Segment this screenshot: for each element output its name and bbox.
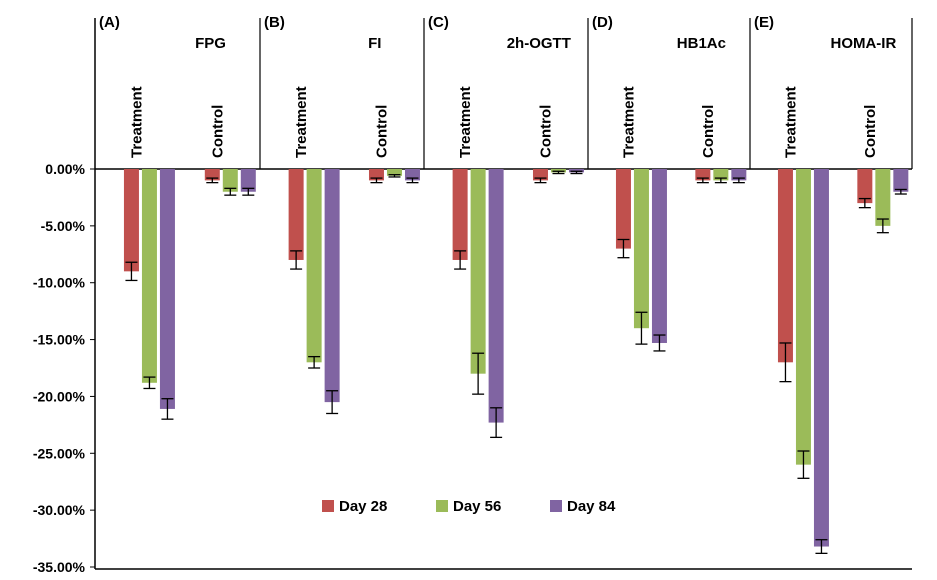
- bar: [813, 169, 829, 547]
- panel-title: HB1Ac: [677, 35, 726, 52]
- bar: [795, 169, 811, 465]
- bar: [651, 169, 667, 343]
- bar: [875, 169, 891, 226]
- legend-swatch: [322, 500, 334, 512]
- panel-letter: (D): [592, 14, 613, 31]
- bar: [222, 169, 238, 192]
- y-tick-label: -10.00%: [33, 275, 86, 291]
- y-tick-label: -15.00%: [33, 332, 86, 348]
- y-tick-label: -25.00%: [33, 445, 86, 461]
- legend-swatch: [436, 500, 448, 512]
- bars-layer: [123, 169, 909, 555]
- bar: [123, 169, 139, 272]
- legend: Day 28 Day 56 Day 84: [322, 498, 616, 515]
- y-tick-label: -5.00%: [41, 218, 86, 234]
- group-label: Control: [700, 105, 717, 158]
- y-tick-label: -20.00%: [33, 388, 86, 404]
- bar: [532, 169, 548, 181]
- group-label: Control: [862, 105, 879, 158]
- bar: [452, 169, 468, 260]
- panel-letter: (A): [99, 14, 120, 31]
- bar: [288, 169, 304, 260]
- panel-title: FPG: [195, 35, 226, 52]
- panel-title: 2h-OGTT: [507, 35, 571, 52]
- panel-letter: (C): [428, 14, 449, 31]
- bar: [893, 169, 909, 192]
- group-label: Treatment: [128, 86, 145, 158]
- bar: [141, 169, 157, 383]
- bar: [615, 169, 631, 249]
- bar: [777, 169, 793, 363]
- panel-letter: (E): [754, 14, 774, 31]
- bar: [386, 169, 402, 176]
- y-tick-label: 0.00%: [45, 161, 85, 177]
- bar: [159, 169, 175, 409]
- legend-label: Day 84: [567, 498, 616, 515]
- y-axis: 0.00% -5.00% -10.00% -15.00% -20.00% -25.00% -…: [33, 18, 912, 575]
- legend-swatch: [550, 500, 562, 512]
- group-label: Treatment: [620, 86, 637, 158]
- bar: [204, 169, 220, 181]
- bar: [488, 169, 504, 423]
- bar: [713, 169, 729, 181]
- bar: [324, 169, 340, 403]
- bar: [306, 169, 322, 363]
- group-label: Treatment: [457, 86, 474, 158]
- legend-label: Day 28: [339, 498, 387, 515]
- bar: [633, 169, 649, 329]
- group-label: Control: [537, 105, 554, 158]
- bar: [368, 169, 384, 181]
- y-tick-label: -30.00%: [33, 502, 86, 518]
- bar: [404, 169, 420, 181]
- panel-title: FI: [368, 35, 381, 52]
- bar: [695, 169, 711, 181]
- group-label: Treatment: [293, 86, 310, 158]
- panels-layer: (A) FPG Treatment Control (B) FI Treatment Cont…: [99, 14, 913, 169]
- bar: [731, 169, 747, 181]
- bar: [857, 169, 873, 204]
- panel-title: HOMA-IR: [830, 35, 896, 52]
- bar: [240, 169, 256, 192]
- group-label: Control: [373, 105, 390, 158]
- legend-label: Day 56: [453, 498, 501, 515]
- bar: [470, 169, 486, 374]
- panel-letter: (B): [264, 14, 285, 31]
- group-label: Control: [209, 105, 226, 158]
- y-tick-label: -35.00%: [33, 559, 86, 575]
- group-label: Treatment: [782, 86, 799, 158]
